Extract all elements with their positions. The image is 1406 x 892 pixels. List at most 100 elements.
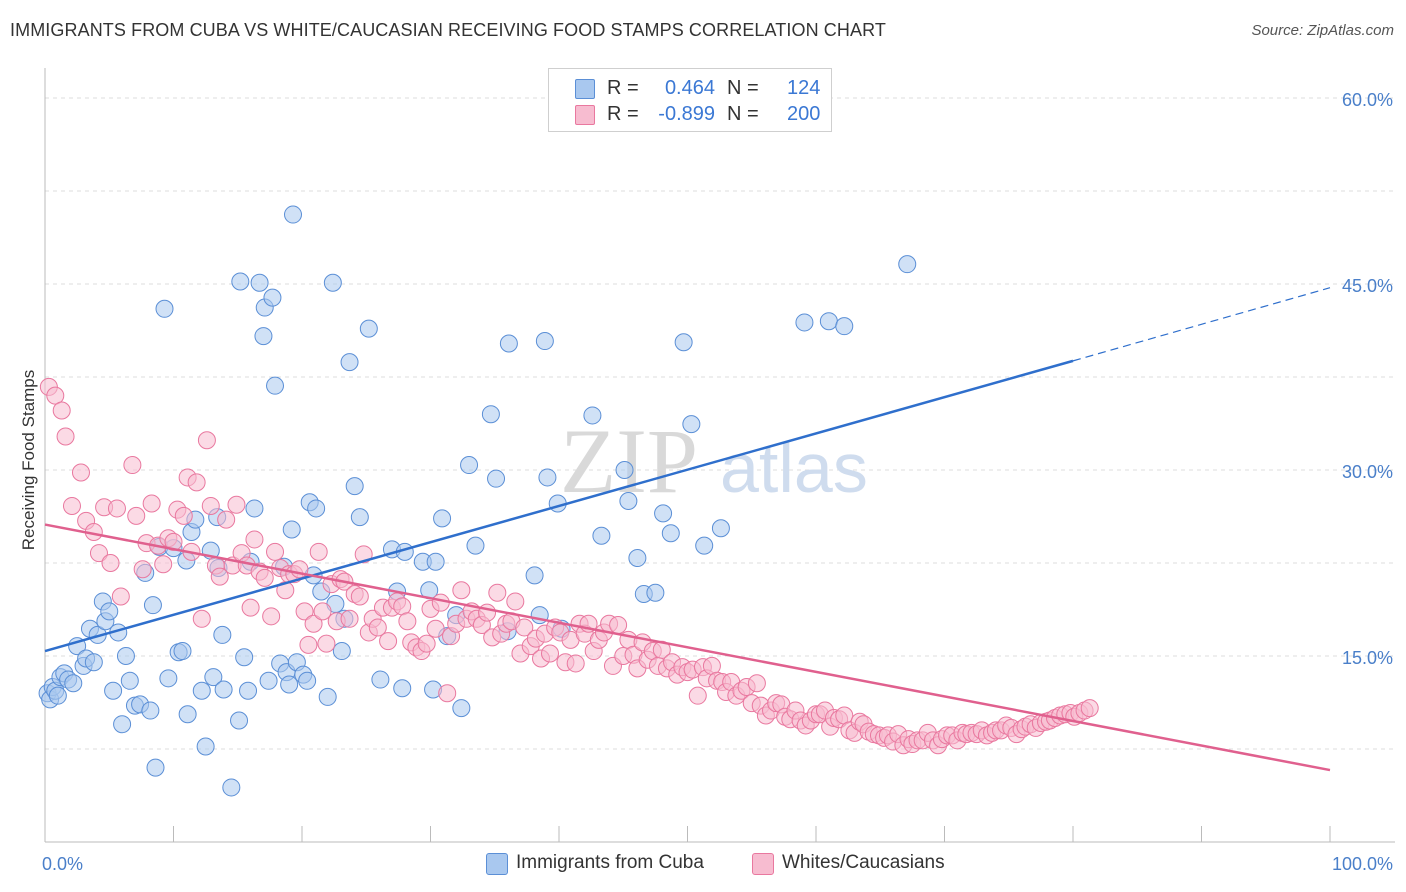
axes xyxy=(44,68,1395,843)
data-point xyxy=(1080,699,1099,718)
data-point xyxy=(438,684,457,703)
data-point xyxy=(120,671,139,690)
data-point xyxy=(332,642,351,661)
data-point xyxy=(192,681,211,700)
data-point xyxy=(154,555,173,574)
data-point xyxy=(345,477,364,496)
data-point xyxy=(661,524,680,543)
y-tick-label: 15.0% xyxy=(1342,648,1393,668)
data-point xyxy=(515,618,534,637)
data-point xyxy=(241,598,260,617)
data-point xyxy=(619,492,638,510)
data-point xyxy=(433,509,452,528)
data-point xyxy=(239,681,258,700)
legend-n-label: N = xyxy=(727,77,759,99)
data-point xyxy=(204,668,223,687)
data-point xyxy=(141,701,160,720)
data-point xyxy=(101,554,120,572)
data-point xyxy=(222,778,241,797)
data-point xyxy=(142,494,161,513)
data-point xyxy=(323,273,342,292)
data-point xyxy=(100,602,119,621)
legend-swatch-cuba xyxy=(575,79,595,99)
data-point xyxy=(164,532,183,551)
bottom-legend-label-whites: Whites/Caucasians xyxy=(782,852,945,873)
y-tick-label: 45.0% xyxy=(1342,276,1393,296)
data-point xyxy=(487,469,506,488)
data-point xyxy=(230,711,249,730)
data-point xyxy=(259,671,278,690)
data-point xyxy=(309,542,328,561)
data-point xyxy=(113,715,132,734)
trend-line-whites xyxy=(44,523,1331,772)
data-point xyxy=(298,671,317,690)
bottom-legend-swatch-whites xyxy=(752,853,774,875)
correlation-legend: R = 0.464 N = 124 R = -0.899 N = 200 xyxy=(548,68,832,132)
data-point xyxy=(235,648,254,667)
data-point xyxy=(354,545,373,564)
data-point xyxy=(592,526,611,545)
data-point xyxy=(266,376,285,395)
data-point xyxy=(460,456,479,475)
data-point xyxy=(262,607,281,626)
data-point xyxy=(250,273,269,292)
data-point xyxy=(426,619,445,638)
data-point xyxy=(452,699,471,718)
data-point xyxy=(295,602,314,621)
legend-r-value: 0.464 xyxy=(664,77,715,99)
data-point xyxy=(217,510,236,529)
data-point xyxy=(143,596,162,615)
legend-r-label: R = xyxy=(607,77,639,99)
data-point xyxy=(313,602,332,621)
data-point xyxy=(566,654,585,673)
data-point xyxy=(525,566,544,585)
data-point xyxy=(254,327,273,346)
data-point xyxy=(173,642,192,661)
legend-swatch-whites xyxy=(575,105,595,125)
data-point xyxy=(214,680,233,699)
data-point xyxy=(695,536,714,555)
data-point xyxy=(426,552,445,571)
data-point xyxy=(263,288,282,307)
data-point xyxy=(71,463,90,482)
data-point xyxy=(654,504,673,523)
data-point xyxy=(317,634,336,653)
x-tick-label: 100.0% xyxy=(1332,854,1393,874)
data-point xyxy=(280,675,299,694)
data-point xyxy=(340,609,359,628)
data-point xyxy=(379,632,398,651)
data-point xyxy=(266,542,285,561)
data-point xyxy=(371,670,390,689)
chart-title: IMMIGRANTS FROM CUBA VS WHITE/CAUCASIAN … xyxy=(10,20,886,40)
data-point xyxy=(46,386,65,405)
data-point xyxy=(196,737,215,756)
data-point xyxy=(628,549,647,568)
legend-n-value: 200 xyxy=(787,103,821,125)
y-tick-label: 30.0% xyxy=(1342,462,1393,482)
x-tick-label: 0.0% xyxy=(42,854,83,874)
data-point xyxy=(747,674,766,693)
data-point xyxy=(227,495,246,514)
data-point xyxy=(133,560,152,579)
tick-labels: 15.0% 30.0% 45.0% 60.0% 0.0% 100.0% xyxy=(42,90,1393,874)
data-point xyxy=(159,669,178,688)
data-point xyxy=(192,609,211,628)
data-point xyxy=(213,625,232,644)
data-point xyxy=(304,614,323,633)
data-point xyxy=(583,406,602,425)
data-point xyxy=(452,581,471,600)
data-point xyxy=(609,616,628,634)
data-point xyxy=(481,405,500,424)
data-point xyxy=(62,496,81,515)
source-label: Source: ZipAtlas.com xyxy=(1251,22,1394,39)
legend-r-value: -0.899 xyxy=(658,103,715,125)
data-point xyxy=(231,272,250,291)
data-point xyxy=(107,499,126,518)
data-point xyxy=(646,583,665,602)
watermark-atlas: atlas xyxy=(720,429,868,507)
data-point xyxy=(898,255,917,274)
data-point xyxy=(398,612,417,631)
data-point xyxy=(688,686,707,705)
data-point xyxy=(104,681,123,700)
